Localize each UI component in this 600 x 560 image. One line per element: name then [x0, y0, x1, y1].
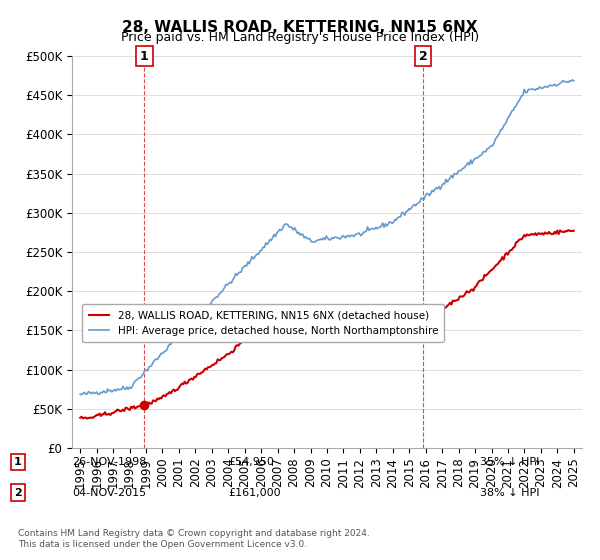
- Text: 1: 1: [140, 49, 149, 63]
- Text: 26-NOV-1998: 26-NOV-1998: [72, 457, 146, 467]
- Text: This data is licensed under the Open Government Licence v3.0.: This data is licensed under the Open Gov…: [18, 540, 307, 549]
- Text: 28, WALLIS ROAD, KETTERING, NN15 6NX: 28, WALLIS ROAD, KETTERING, NN15 6NX: [122, 20, 478, 35]
- Text: 04-NOV-2015: 04-NOV-2015: [72, 488, 146, 498]
- Text: 35% ↓ HPI: 35% ↓ HPI: [480, 457, 539, 467]
- Text: £54,950: £54,950: [228, 457, 274, 467]
- Text: 2: 2: [419, 49, 427, 63]
- Text: Contains HM Land Registry data © Crown copyright and database right 2024.: Contains HM Land Registry data © Crown c…: [18, 529, 370, 538]
- Text: 2: 2: [14, 488, 22, 498]
- Text: £161,000: £161,000: [228, 488, 281, 498]
- Text: Price paid vs. HM Land Registry's House Price Index (HPI): Price paid vs. HM Land Registry's House …: [121, 31, 479, 44]
- Text: 1: 1: [14, 457, 22, 467]
- Text: 38% ↓ HPI: 38% ↓ HPI: [480, 488, 539, 498]
- Legend: 28, WALLIS ROAD, KETTERING, NN15 6NX (detached house), HPI: Average price, detac: 28, WALLIS ROAD, KETTERING, NN15 6NX (de…: [82, 304, 445, 342]
